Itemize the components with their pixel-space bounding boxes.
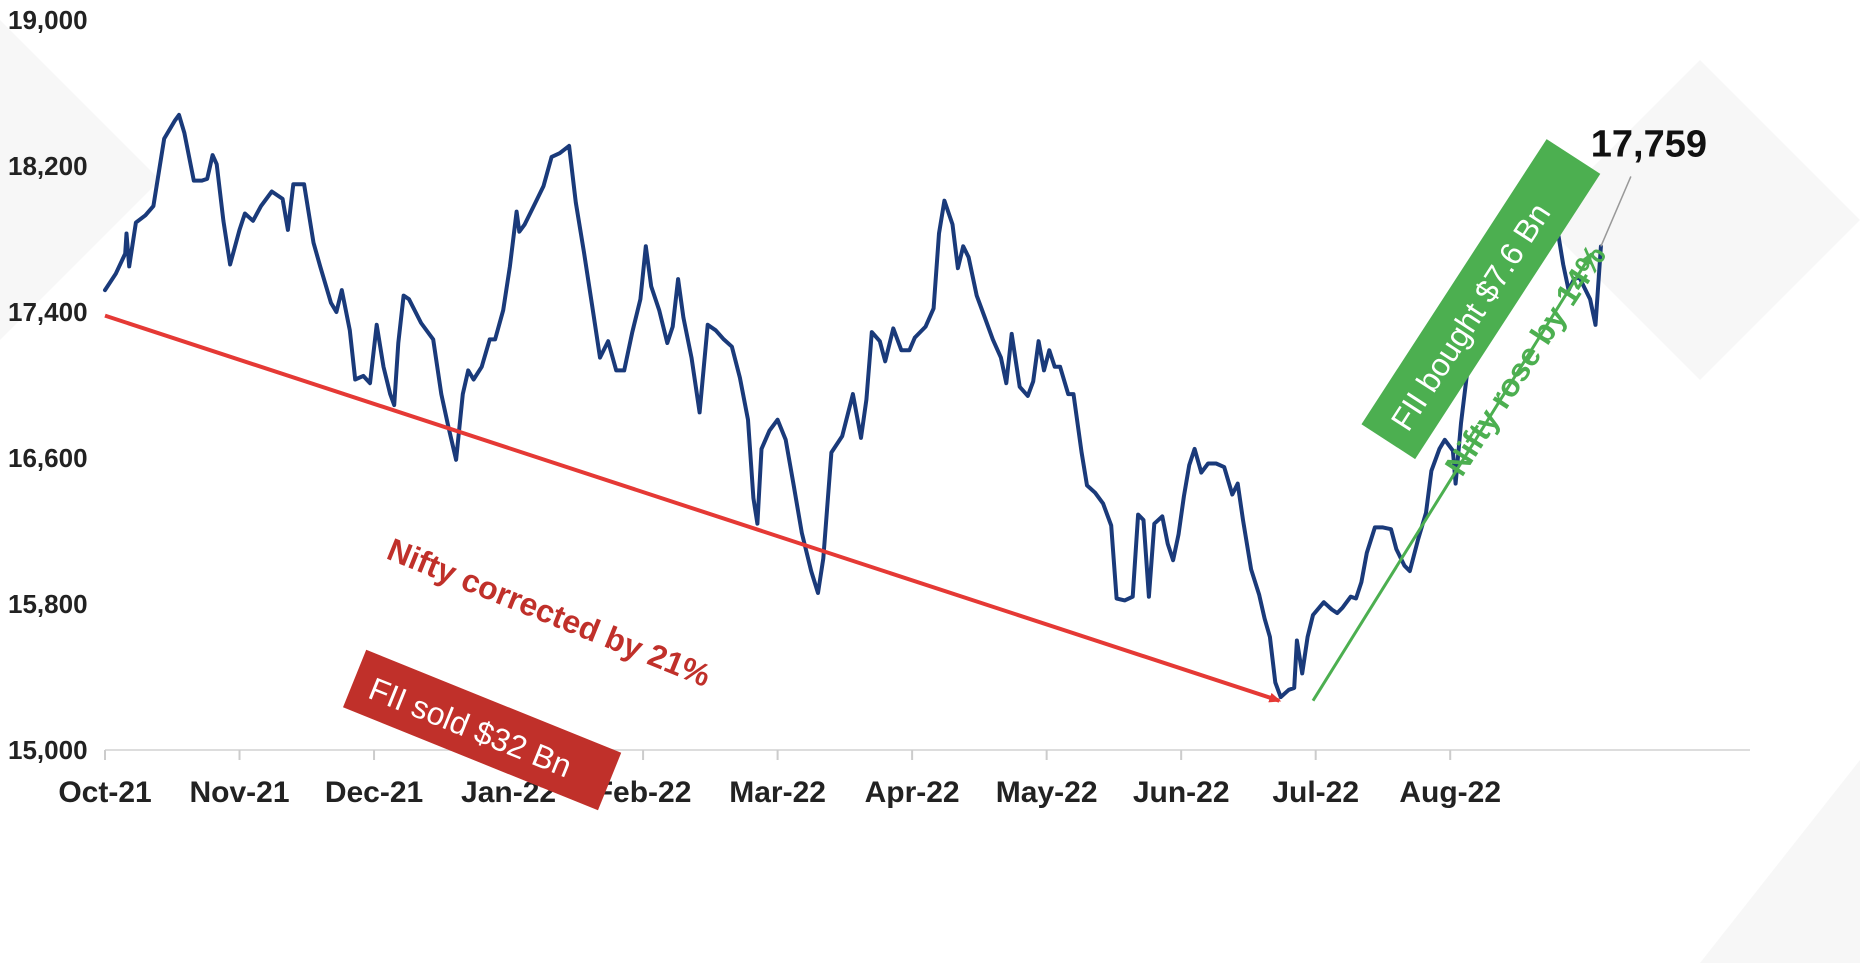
- correction-trend-arrow: [104, 313, 1282, 703]
- correction-annotation: Nifty corrected by 21%: [382, 531, 715, 694]
- x-tick-label: May-22: [996, 776, 1098, 809]
- x-tick-label: Jun-22: [1133, 776, 1230, 809]
- x-tick-label: Aug-22: [1399, 776, 1501, 809]
- x-tick-label: Feb-22: [595, 776, 692, 809]
- y-tick-label: 18,200: [8, 151, 88, 181]
- last-value-label: 17,759: [1591, 123, 1707, 165]
- rally-trend-arrow: [1311, 251, 1593, 702]
- y-tick-label: 17,400: [8, 297, 88, 327]
- x-tick-label: Mar-22: [729, 776, 826, 809]
- x-tick-label: Dec-21: [325, 776, 423, 809]
- last-value-leader-line: [1600, 176, 1632, 247]
- y-tick-label: 16,600: [8, 443, 88, 473]
- x-axis: Oct-21 Nov-21 Dec-21 Jan-22 Feb-22 Mar-22 Apr-…: [58, 749, 1750, 809]
- x-tick-label: Apr-22: [865, 776, 960, 809]
- x-tick-label: Nov-21: [189, 776, 289, 809]
- y-axis: 19,000 18,200 17,400 16,600 15,800 15,000: [8, 5, 88, 765]
- nifty-series-line: [103, 112, 1603, 700]
- x-tick-label: Jul-22: [1272, 776, 1359, 809]
- background-decoration: [0, 20, 1860, 963]
- y-tick-label: 15,000: [8, 735, 88, 765]
- x-tick-label: Oct-21: [58, 776, 151, 809]
- y-tick-label: 19,000: [8, 5, 88, 35]
- y-tick-label: 15,800: [8, 589, 88, 619]
